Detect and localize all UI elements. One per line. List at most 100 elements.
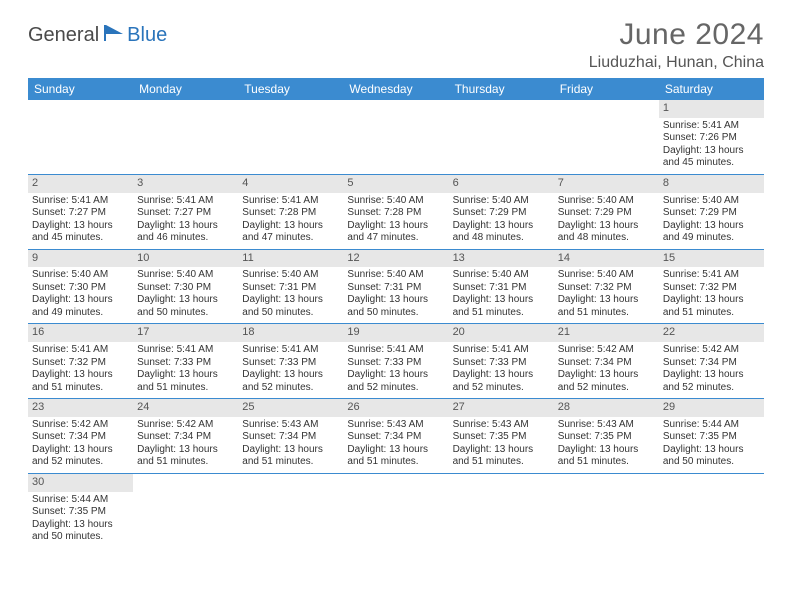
day-line: Sunrise: 5:40 AM — [242, 269, 339, 282]
day-cell — [449, 100, 554, 174]
day-number: 9 — [28, 250, 133, 268]
day-number: 30 — [28, 474, 133, 492]
day-line: Sunset: 7:29 PM — [558, 207, 655, 220]
day-line: Daylight: 13 hours — [558, 220, 655, 233]
day-cell: 27Sunrise: 5:43 AMSunset: 7:35 PMDayligh… — [449, 399, 554, 474]
day-line: Sunrise: 5:41 AM — [663, 120, 760, 133]
week-row: 23Sunrise: 5:42 AMSunset: 7:34 PMDayligh… — [28, 399, 764, 474]
week-row: 16Sunrise: 5:41 AMSunset: 7:32 PMDayligh… — [28, 324, 764, 399]
day-number: 1 — [659, 100, 764, 118]
day-line: Sunrise: 5:43 AM — [242, 419, 339, 432]
day-content: Sunrise: 5:42 AMSunset: 7:34 PMDaylight:… — [659, 342, 764, 398]
day-line: Daylight: 13 hours — [242, 444, 339, 457]
day-line: Daylight: 13 hours — [663, 294, 760, 307]
day-line: and 51 minutes. — [347, 456, 444, 469]
day-line: Daylight: 13 hours — [453, 294, 550, 307]
day-number: 19 — [343, 324, 448, 342]
day-line: Sunset: 7:34 PM — [663, 357, 760, 370]
day-header: Saturday — [659, 78, 764, 100]
day-line: Sunrise: 5:41 AM — [663, 269, 760, 282]
day-cell: 9Sunrise: 5:40 AMSunset: 7:30 PMDaylight… — [28, 249, 133, 324]
day-line: Sunset: 7:28 PM — [347, 207, 444, 220]
day-content: Sunrise: 5:40 AMSunset: 7:29 PMDaylight:… — [449, 193, 554, 249]
day-cell: 24Sunrise: 5:42 AMSunset: 7:34 PMDayligh… — [133, 399, 238, 474]
day-line: Sunset: 7:33 PM — [347, 357, 444, 370]
week-row: 9 Sunrise: 5:40 AM Sunset: 7:30 PM Daylight… — [28, 249, 764, 324]
day-line: Sunrise: 5:41 AM — [347, 344, 444, 357]
day-cell: 21Sunrise: 5:42 AMSunset: 7:34 PMDayligh… — [554, 324, 659, 399]
day-line: and 49 minutes. — [663, 232, 760, 245]
day-number: 20 — [449, 324, 554, 342]
day-content: Sunrise: 5:43 AMSunset: 7:34 PMDaylight:… — [343, 417, 448, 473]
day-line: Daylight: 13 hours — [663, 220, 760, 233]
day-line: and 51 minutes. — [453, 456, 550, 469]
day-content: Sunrise: 5:40 AMSunset: 7:31 PMDaylight:… — [449, 267, 554, 323]
day-cell: 30Sunrise: 5:44 AMSunset: 7:35 PMDayligh… — [28, 473, 133, 547]
calendar-table: Sunday Monday Tuesday Wednesday Thursday… — [28, 78, 764, 548]
day-content: Sunrise: 5:42 AMSunset: 7:34 PMDaylight:… — [133, 417, 238, 473]
day-line: Sunrise: 5:43 AM — [453, 419, 550, 432]
day-line: Daylight: 13 hours — [558, 444, 655, 457]
day-line: Sunset: 7:33 PM — [242, 357, 339, 370]
day-cell — [659, 473, 764, 547]
day-cell: 15Sunrise: 5:41 AMSunset: 7:32 PMDayligh… — [659, 249, 764, 324]
day-line: Sunset: 7:34 PM — [558, 357, 655, 370]
day-number: 25 — [238, 399, 343, 417]
day-cell — [28, 100, 133, 174]
day-content: Sunrise: 5:43 AMSunset: 7:35 PMDaylight:… — [449, 417, 554, 473]
day-line: and 50 minutes. — [137, 307, 234, 320]
day-line: Daylight: 13 hours — [453, 220, 550, 233]
day-header: Thursday — [449, 78, 554, 100]
day-line: Daylight: 13 hours — [32, 294, 129, 307]
day-cell: 11Sunrise: 5:40 AMSunset: 7:31 PMDayligh… — [238, 249, 343, 324]
day-line: Daylight: 13 hours — [137, 220, 234, 233]
day-line: Sunset: 7:30 PM — [137, 282, 234, 295]
day-line: Sunrise: 5:41 AM — [32, 195, 129, 208]
day-cell: 22Sunrise: 5:42 AMSunset: 7:34 PMDayligh… — [659, 324, 764, 399]
month-title: June 2024 — [589, 18, 764, 52]
day-line: and 47 minutes. — [347, 232, 444, 245]
day-content: Sunrise: 5:43 AMSunset: 7:35 PMDaylight:… — [554, 417, 659, 473]
day-line: Sunset: 7:27 PM — [32, 207, 129, 220]
calendar-page: General Blue June 2024 Liuduzhai, Hunan,… — [0, 0, 792, 566]
day-content: Sunrise: 5:41 AMSunset: 7:33 PMDaylight:… — [238, 342, 343, 398]
day-line: Daylight: 13 hours — [347, 444, 444, 457]
day-content: Sunrise: 5:43 AMSunset: 7:34 PMDaylight:… — [238, 417, 343, 473]
day-content: Sunrise: 5:41 AMSunset: 7:33 PMDaylight:… — [133, 342, 238, 398]
day-number: 5 — [343, 175, 448, 193]
day-number: 14 — [554, 250, 659, 268]
day-line: and 52 minutes. — [347, 382, 444, 395]
week-row: 2Sunrise: 5:41 AMSunset: 7:27 PMDaylight… — [28, 174, 764, 249]
day-cell: 4Sunrise: 5:41 AMSunset: 7:28 PMDaylight… — [238, 174, 343, 249]
day-line: and 50 minutes. — [242, 307, 339, 320]
day-line: Sunset: 7:35 PM — [453, 431, 550, 444]
day-number: 26 — [343, 399, 448, 417]
day-line: Daylight: 13 hours — [242, 369, 339, 382]
calendar-body: 1Sunrise: 5:41 AMSunset: 7:26 PMDaylight… — [28, 100, 764, 548]
day-line: and 51 minutes. — [558, 456, 655, 469]
day-line: and 51 minutes. — [558, 307, 655, 320]
day-content: Sunrise: 5:40 AMSunset: 7:28 PMDaylight:… — [343, 193, 448, 249]
day-line: Sunset: 7:34 PM — [137, 431, 234, 444]
day-header: Sunday — [28, 78, 133, 100]
day-content: Sunrise: 5:42 AMSunset: 7:34 PMDaylight:… — [554, 342, 659, 398]
day-line: Sunset: 7:35 PM — [32, 506, 129, 519]
day-line: and 48 minutes. — [558, 232, 655, 245]
day-number: 12 — [343, 250, 448, 268]
day-cell: 10Sunrise: 5:40 AMSunset: 7:30 PMDayligh… — [133, 249, 238, 324]
day-line: Daylight: 13 hours — [347, 220, 444, 233]
day-cell: 3Sunrise: 5:41 AMSunset: 7:27 PMDaylight… — [133, 174, 238, 249]
day-line: Sunrise: 5:40 AM — [663, 195, 760, 208]
day-line: Sunrise: 5:40 AM — [453, 195, 550, 208]
day-cell: 16Sunrise: 5:41 AMSunset: 7:32 PMDayligh… — [28, 324, 133, 399]
title-block: June 2024 Liuduzhai, Hunan, China — [589, 18, 764, 72]
day-line: Daylight: 13 hours — [32, 369, 129, 382]
header: General Blue June 2024 Liuduzhai, Hunan,… — [28, 18, 764, 72]
day-line: Sunrise: 5:40 AM — [558, 269, 655, 282]
day-content: Sunrise: 5:41 AMSunset: 7:27 PMDaylight:… — [133, 193, 238, 249]
day-line: Sunrise: 5:40 AM — [453, 269, 550, 282]
day-content: Sunrise: 5:41 AMSunset: 7:33 PMDaylight:… — [343, 342, 448, 398]
day-cell — [554, 473, 659, 547]
location: Liuduzhai, Hunan, China — [589, 54, 764, 72]
day-line: and 52 minutes. — [32, 456, 129, 469]
